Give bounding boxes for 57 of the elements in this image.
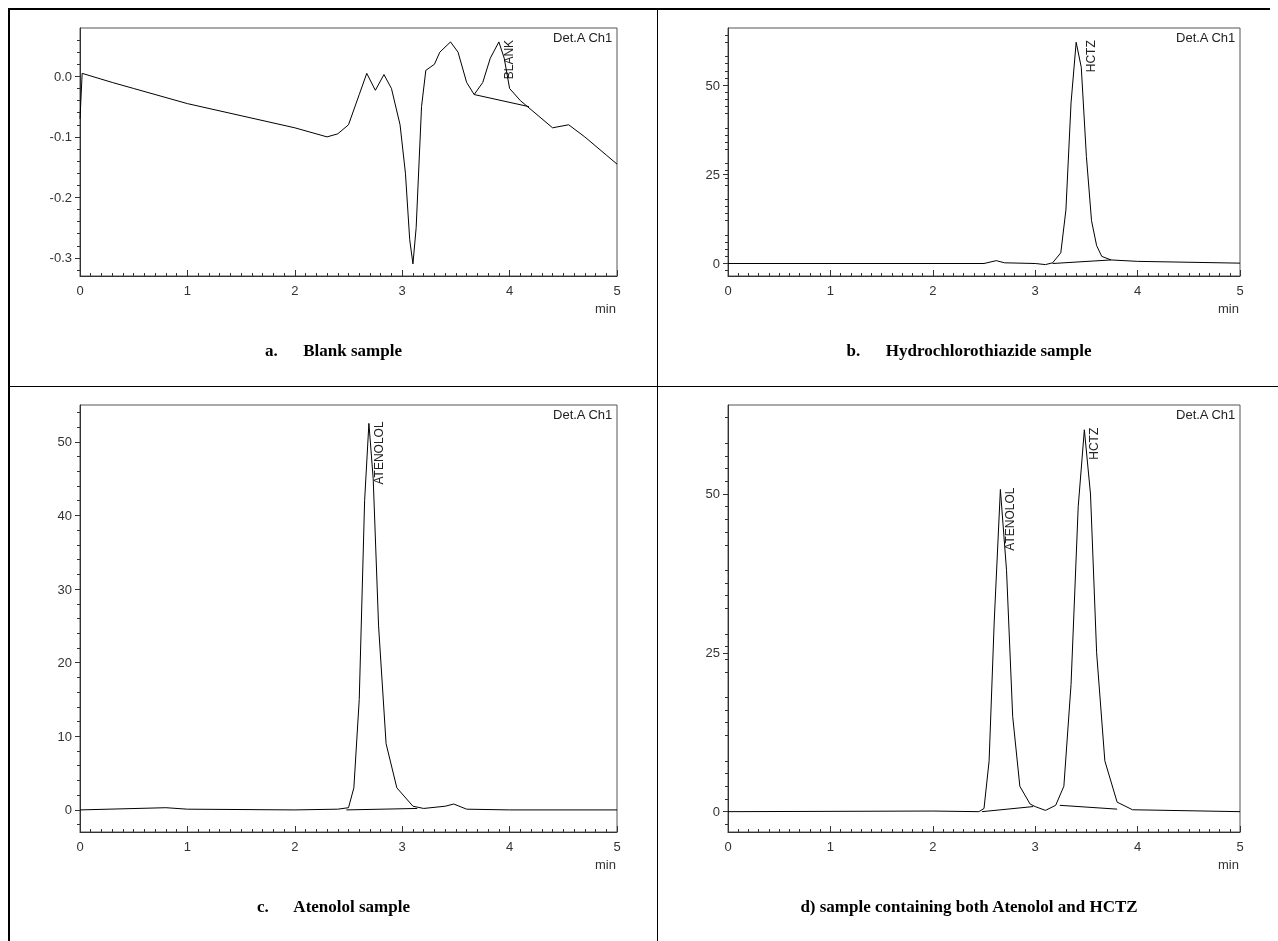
x-tick-label: 4 — [1133, 283, 1142, 298]
y-tick-label: 0 — [64, 802, 72, 818]
annotation: HCTZ — [1084, 40, 1099, 73]
y-tick-label: 0 — [712, 256, 720, 272]
text: c. Atenolol sample — [257, 897, 411, 916]
x-tick-label: 4 — [505, 839, 514, 854]
annotation: Det.A Ch1 — [1176, 30, 1236, 45]
x-axis-title: min — [595, 301, 616, 316]
x-tick-label: 5 — [1236, 839, 1244, 854]
x-tick-label: 0 — [724, 839, 732, 854]
x-tick-label: 5 — [613, 839, 621, 854]
y-tick-label: 30 — [57, 581, 72, 597]
x-tick-label: 2 — [291, 283, 299, 298]
annotation: HCTZ — [1087, 427, 1102, 460]
x-tick-label: 3 — [398, 839, 406, 854]
y-tick-label: 50 — [705, 77, 720, 93]
x-tick-label: 0 — [724, 283, 732, 298]
x-tick-label: 4 — [505, 283, 514, 298]
x-tick-label: 2 — [929, 283, 937, 298]
text: d) sample containing both Atenolol and HCTZ — [800, 897, 1138, 916]
y-tick-label: 25 — [705, 645, 720, 661]
y-tick-label: 50 — [705, 486, 720, 502]
text: b. Hydrochlorothiazide sample — [846, 341, 1092, 360]
annotation: Det.A Ch1 — [1176, 407, 1236, 422]
y-tick-label: 20 — [57, 655, 72, 671]
x-tick-label: 0 — [76, 839, 84, 854]
x-tick-label: 1 — [826, 839, 835, 854]
x-tick-label: 2 — [929, 839, 937, 854]
x-tick-label: 3 — [1031, 839, 1039, 854]
y-tick-label: 50 — [57, 434, 72, 450]
y-tick-label: -0.1 — [49, 129, 72, 145]
annotation: Det.A Ch1 — [553, 407, 613, 422]
x-tick-label: 1 — [183, 283, 192, 298]
text: a. Blank sample — [265, 341, 403, 360]
annotation: ATENOLOL — [1003, 487, 1018, 551]
x-tick-label: 1 — [826, 283, 835, 298]
y-tick-label: -0.2 — [49, 189, 72, 205]
x-tick-label: 4 — [1133, 839, 1142, 854]
annotation: BLANK — [501, 39, 516, 80]
y-tick-label: 0.0 — [53, 68, 72, 84]
y-tick-label: 0 — [712, 804, 720, 820]
x-axis-title: min — [1218, 857, 1239, 872]
y-tick-label: 10 — [57, 728, 72, 744]
x-tick-label: 0 — [76, 283, 84, 298]
y-tick-label: 40 — [57, 507, 72, 523]
y-tick-label: -0.3 — [49, 250, 72, 266]
x-axis-title: min — [595, 857, 616, 872]
x-tick-label: 1 — [183, 839, 192, 854]
x-tick-label: 3 — [398, 283, 406, 298]
x-tick-label: 5 — [1236, 283, 1244, 298]
x-tick-label: 5 — [613, 283, 621, 298]
annotation: Det.A Ch1 — [553, 30, 613, 45]
x-axis-title: min — [1218, 301, 1239, 316]
x-tick-label: 2 — [291, 839, 299, 854]
y-tick-label: 25 — [705, 166, 720, 182]
x-tick-label: 3 — [1031, 283, 1039, 298]
annotation: ATENOLOL — [371, 421, 386, 485]
